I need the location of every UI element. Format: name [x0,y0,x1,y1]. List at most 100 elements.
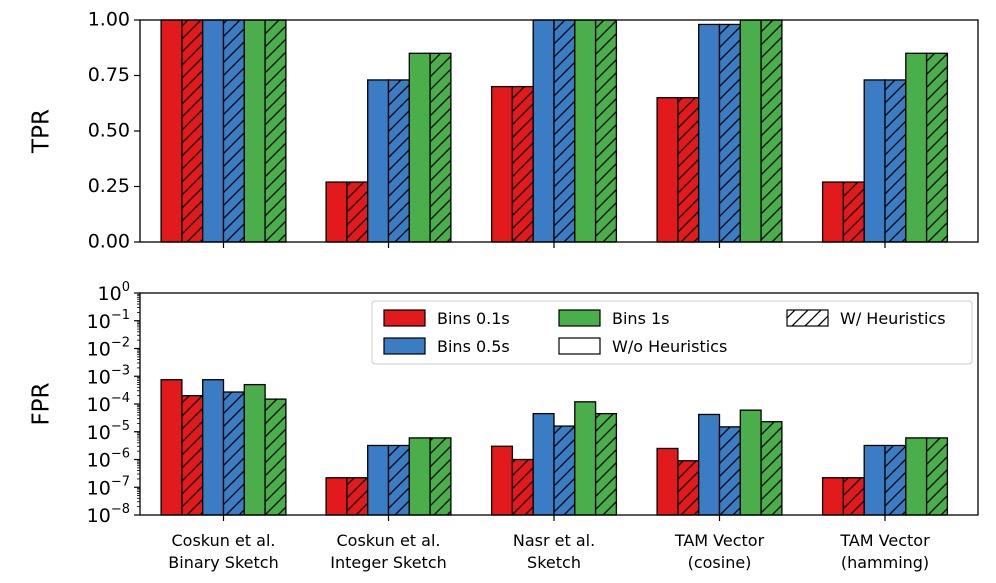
tpr-bar-hatch-1s-w-0 [265,20,286,242]
fpr-ytick-label: 10−6 [87,447,130,472]
legend-label-w-heuristics: W/ Heuristics [840,309,946,328]
tpr-bar-1s-wo-4 [905,53,927,242]
fpr-ytick-label: 10−3 [87,363,130,388]
fpr-bar-0-1s-wo-3 [657,448,678,515]
legend-swatch-w-heuristics [786,309,829,327]
tpr-bar-hatch-1s-w-2 [595,20,617,242]
fpr-bar-hatch-1s-w-3 [761,421,782,515]
fpr-bar-1s-wo-2 [574,401,596,515]
tpr-bar-0-5s-wo-3 [698,24,720,242]
fpr-y-axis: 100 10−1 10−210−3 10−4 10−5 10−610−7 10−8 [87,280,140,527]
tpr-bar-1s-wo-3 [740,20,762,242]
fpr-bar-hatch-1s-w-4 [926,437,948,515]
fpr-bar-0-1s-wo-1 [326,477,347,515]
legend-label-wo-heuristics: W/o Heuristics [612,337,727,356]
legend-entry-wo-heuristics: W/o Heuristics [558,337,727,356]
tpr-bar-hatch-1s-w-3 [761,20,782,242]
fpr-bar-0-1s-wo-0 [161,379,182,515]
tpr-bar-0-1s-wo-3 [657,97,678,242]
fpr-frame [139,292,979,516]
fpr-x-ticks [222,515,886,521]
tpr-bar-hatch-0-5s-w-4 [885,79,906,242]
legend-label-bins-0-5s: Bins 0.5s [437,337,510,356]
legend-label-bins-0-1s: Bins 0.1s [437,309,510,328]
tpr-bar-0-1s-wo-4 [822,182,844,242]
tpr-ytick-label: 0.50 [88,120,130,142]
tpr-bar-hatch-0-5s-w-2 [554,20,575,242]
fpr-bar-1s-wo-4 [905,437,927,515]
fpr-bar-hatch-0-5s-w-1 [388,445,410,515]
fpr-bar-1s-wo-1 [409,437,431,515]
legend-entry-w-heuristics: W/ Heuristics [786,309,946,328]
fpr-bar-0-5s-wo-3 [698,414,720,515]
tpr-bar-hatch-0-5s-w-0 [223,20,245,242]
fpr-bar-hatch-0-1s-w-2 [512,459,534,515]
fpr-bar-0-5s-wo-2 [533,413,554,515]
fpr-bar-0-1s-wo-2 [491,446,513,515]
tpr-bar-hatch-1s-w-4 [926,53,948,242]
tpr-bar-0-5s-wo-4 [864,79,885,242]
tpr-bar-hatch-0-1s-w-2 [512,86,534,242]
category-label-line2: Integer Sketch [330,553,447,572]
fpr-ytick-label: 10−1 [87,308,130,333]
category-label-line2: (hamming) [841,553,929,572]
legend-label-bins-1s: Bins 1s [612,309,670,328]
fpr-bar-1s-wo-0 [244,384,266,515]
tpr-y-label: TPR [29,109,55,154]
tpr-bar-hatch-0-5s-w-3 [719,24,741,242]
tpr-bar-hatch-1s-w-1 [430,53,451,242]
category-label-line1: Coskun et al. [337,531,441,550]
tpr-bar-1s-wo-0 [244,20,266,242]
tpr-bar-0-5s-wo-0 [202,20,224,242]
fpr-bar-hatch-0-1s-w-1 [346,477,368,515]
legend-swatch-bins-0-1s [383,309,426,327]
tpr-x-ticks [222,242,886,248]
tpr-ytick-label: 0.75 [88,64,130,86]
fpr-bar-1s-wo-3 [740,410,762,515]
category-label-line2: Binary Sketch [168,553,278,572]
fpr-bar-0-5s-wo-4 [864,445,885,515]
fpr-ytick-label: 10−4 [87,391,130,416]
fpr-bar-hatch-0-1s-w-3 [677,460,699,515]
tpr-ytick-label: 0.25 [88,175,130,197]
fpr-bar-hatch-1s-w-1 [430,437,451,515]
tpr-bar-1s-wo-2 [574,20,596,242]
fpr-ytick-label: 10−5 [87,419,130,444]
tpr-bar-hatch-0-1s-w-0 [181,20,203,242]
legend-swatch-wo-heuristics [558,337,601,355]
fpr-bar-hatch-0-1s-w-0 [181,395,203,515]
tpr-bars [160,19,949,243]
fpr-bar-0-1s-wo-4 [822,477,844,515]
fpr-bars [160,379,949,516]
tpr-bar-hatch-0-1s-w-1 [346,182,368,242]
tpr-bar-0-5s-wo-2 [533,20,554,242]
fpr-bar-0-5s-wo-0 [202,379,224,515]
tpr-bar-1s-wo-1 [409,53,431,242]
fpr-bar-hatch-1s-w-2 [595,413,617,515]
tpr-y-axis: 0.00 0.25 0.50 0.75 1.00 [88,9,140,253]
tpr-bar-0-1s-wo-2 [491,86,513,242]
fpr-bar-hatch-0-1s-w-4 [843,477,865,515]
legend-entry-bins-0-1s: Bins 0.1s [383,309,510,328]
tpr-bar-hatch-0-5s-w-1 [388,79,410,242]
tpr-bar-0-1s-wo-1 [326,182,347,242]
fpr-bar-hatch-1s-w-0 [265,399,286,515]
tpr-bar-0-5s-wo-1 [367,79,389,242]
fpr-y-label: FPR [29,382,55,425]
tpr-frame [139,19,979,243]
tpr-bar-hatch-0-1s-w-3 [677,97,699,242]
tpr-bar-0-1s-wo-0 [161,20,182,242]
fpr-ytick-label: 100 [98,280,130,305]
category-label-line1: Nasr et al. [513,531,595,550]
tpr-bar-hatch-0-1s-w-4 [843,182,865,242]
category-label-line1: TAM Vector [674,531,765,550]
legend-entry-bins-0-5s: Bins 0.5s [383,337,510,356]
tpr-panel: 0.00 0.25 0.50 0.75 1.00 TPR [29,9,979,253]
fpr-ytick-label: 10−8 [87,502,130,527]
fpr-bar-hatch-0-5s-w-4 [885,445,906,515]
fpr-bar-hatch-0-5s-w-0 [223,392,245,515]
category-labels: Coskun et al. Binary Sketch Coskun et al. I… [168,531,930,572]
fpr-ytick-label: 10−2 [87,336,130,361]
legend-entry-bins-1s: Bins 1s [558,309,670,328]
